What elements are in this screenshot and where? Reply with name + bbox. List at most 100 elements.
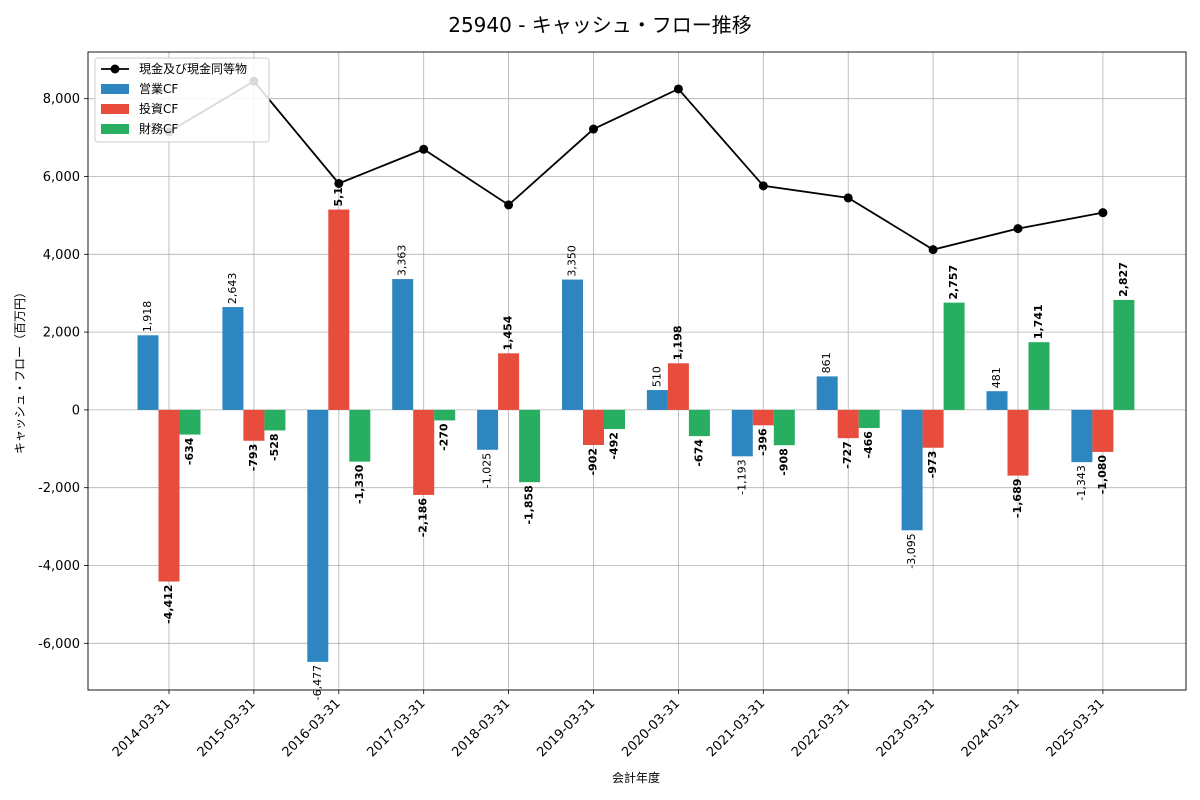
- cash-point: [928, 245, 938, 255]
- legend-label: 営業CF: [139, 82, 178, 96]
- bar-value-label: -1,343: [1075, 465, 1088, 500]
- bar-value-label: -793: [247, 444, 260, 472]
- bar-3: [179, 409, 201, 435]
- bar-3: [604, 409, 625, 430]
- y-tick-label: -6,000: [38, 637, 80, 652]
- bar-value-label: -973: [926, 451, 939, 479]
- y-axis-title: キャッシュ・フロー（百万円）: [13, 286, 27, 454]
- cash-point: [1098, 208, 1108, 218]
- bar-3: [1113, 299, 1135, 410]
- legend-marker: [110, 64, 120, 74]
- bar-1: [477, 409, 499, 450]
- bar-value-label: -3,095: [905, 533, 918, 568]
- bar-value-label: 1,198: [671, 326, 684, 361]
- legend-box: [94, 57, 270, 143]
- bar-2: [583, 409, 604, 445]
- bar-value-label: 1,454: [502, 315, 515, 350]
- bar-2: [922, 409, 944, 448]
- bar-value-label: 510: [650, 366, 663, 387]
- bar-value-label: -6,477: [311, 665, 324, 700]
- bar-2: [498, 353, 520, 410]
- legend-swatch: [101, 84, 129, 94]
- bar-value-label: -466: [862, 431, 875, 459]
- y-tick-label: 2,000: [43, 326, 80, 341]
- bar-value-label: -908: [777, 448, 790, 476]
- bar-1: [562, 279, 583, 410]
- legend-label: 財務CF: [139, 121, 178, 136]
- bar-2: [1092, 409, 1114, 452]
- bar-value-label: -1,330: [353, 464, 366, 504]
- bar-value-label: -528: [268, 433, 281, 461]
- bar-2: [243, 409, 265, 441]
- bar-1: [307, 409, 329, 662]
- plot-frame: [87, 51, 1187, 691]
- bar-3: [943, 302, 965, 410]
- legend-label: 現金及び現金同等物: [139, 61, 247, 76]
- bar-1: [986, 391, 1008, 410]
- y-tick-label: -2,000: [38, 481, 80, 496]
- bar-value-label: 2,757: [947, 265, 960, 300]
- legend-swatch: [101, 124, 129, 134]
- bar-2: [667, 363, 689, 410]
- bar-value-label: 1,741: [1032, 304, 1045, 339]
- bar-value-label: 861: [820, 352, 833, 373]
- bar-value-label: 3,363: [396, 245, 409, 277]
- cash-point: [1013, 224, 1023, 234]
- bar-1: [816, 376, 838, 410]
- bar-2: [413, 409, 435, 495]
- cash-point: [419, 144, 429, 154]
- bar-2: [1007, 409, 1029, 476]
- bar-layer: [137, 209, 1135, 662]
- bar-1: [901, 409, 923, 531]
- bar-1: [137, 335, 159, 410]
- bar-1: [392, 279, 414, 410]
- cash-line: [168, 80, 1104, 251]
- cash-point: [843, 193, 853, 203]
- cash-point: [758, 181, 768, 191]
- cash-point: [504, 200, 514, 210]
- cash-point: [673, 84, 683, 94]
- bar-value-label: -1,858: [523, 485, 536, 524]
- y-tick-label: 4,000: [43, 248, 80, 263]
- bar-value-label: -396: [756, 428, 769, 456]
- cash-point: [334, 178, 344, 188]
- y-tick-label: 0: [72, 403, 80, 418]
- label-layer: 1,918 2,643 -6,477 3,363 -1,025 3,350 510 -1,19…: [141, 187, 1130, 700]
- bar-3: [688, 409, 710, 437]
- bar-value-label: -2,186: [417, 498, 430, 538]
- bar-value-label: 1,918: [141, 301, 154, 333]
- legend-swatch: [101, 104, 129, 114]
- bar-value-label: -1,025: [481, 453, 494, 488]
- bar-2: [328, 209, 350, 410]
- bar-2: [837, 409, 859, 439]
- bar-3: [1028, 342, 1050, 410]
- bar-3: [349, 409, 371, 462]
- bar-value-label: 3,350: [566, 245, 579, 277]
- bar-value-label: 2,827: [1117, 262, 1130, 297]
- bar-value-label: 481: [990, 367, 1003, 388]
- bar-value-label: -902: [587, 448, 600, 476]
- bar-3: [434, 409, 456, 421]
- bar-2: [752, 409, 774, 426]
- bar-1: [646, 390, 668, 410]
- bar-value-label: -634: [183, 437, 196, 465]
- bar-value-label: -270: [438, 423, 451, 451]
- y-tick-label: 8,000: [43, 92, 80, 107]
- bar-1: [222, 307, 244, 410]
- y-tick-label: 6,000: [43, 170, 80, 185]
- bar-3: [264, 409, 286, 431]
- chart-title: 25940 - キャッシュ・フロー推移: [448, 13, 752, 37]
- bar-3: [858, 409, 880, 429]
- y-tick-label: -4,000: [38, 559, 80, 574]
- legend-label: 投資CF: [139, 101, 178, 116]
- bar-value-label: 2,643: [226, 273, 239, 305]
- cash-point: [589, 124, 598, 134]
- bar-value-label: -492: [608, 432, 621, 460]
- bar-value-label: -4,412: [162, 585, 175, 624]
- bar-value-label: -1,080: [1096, 455, 1109, 495]
- bar-value-label: -727: [841, 441, 854, 469]
- bar-2: [158, 409, 180, 582]
